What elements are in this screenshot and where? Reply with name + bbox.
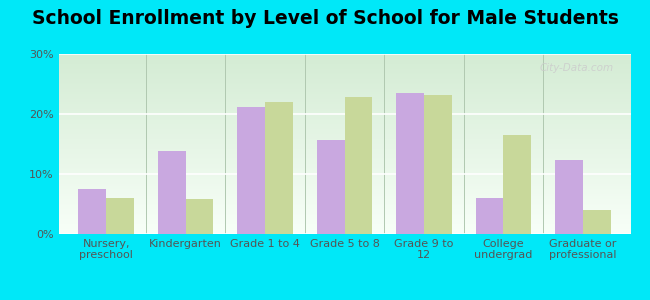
- Bar: [186, 199, 213, 234]
- Bar: [79, 189, 106, 234]
- Bar: [344, 97, 372, 234]
- Bar: [555, 160, 583, 234]
- Bar: [396, 93, 424, 234]
- Bar: [583, 210, 610, 234]
- Bar: [106, 198, 134, 234]
- Bar: [158, 151, 186, 234]
- Text: School Enrollment by Level of School for Male Students: School Enrollment by Level of School for…: [32, 9, 618, 28]
- Bar: [237, 107, 265, 234]
- Bar: [317, 140, 345, 234]
- Text: City-Data.com: City-Data.com: [540, 63, 614, 73]
- Bar: [265, 102, 293, 234]
- Bar: [476, 198, 503, 234]
- Bar: [503, 135, 531, 234]
- Bar: [424, 95, 452, 234]
